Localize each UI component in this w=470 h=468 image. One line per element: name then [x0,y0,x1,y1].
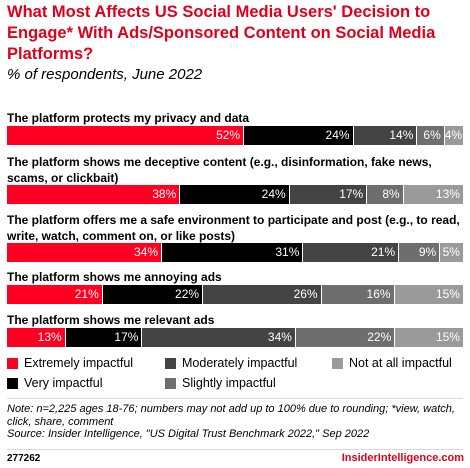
category-label: The platform shows me annoying ads [7,270,222,284]
bar-segment: 15% [394,285,463,304]
category-label: The platform offers me a safe environmen… [7,213,460,243]
category-label: The platform shows me deceptive content … [7,155,432,185]
chart-title: What Most Affects US Social Media Users'… [7,3,436,63]
legend-swatch [7,377,18,389]
bar-segment: 38% [7,185,181,204]
legend-swatch [165,377,176,389]
legend-item: Moderately impactful [165,356,297,370]
brand-logo-text: InsiderIntelligence.com [341,452,464,464]
chart-legend: Extremely impactful Moderately impactful N… [7,356,467,396]
legend-label: Not at all impactful [349,356,452,370]
bar-segment: 24% [180,185,290,204]
note-text: Note: n=2,225 ages 18-76; numbers may no… [7,403,455,428]
legend-label: Slightly impactful [182,376,276,390]
bar-row: 52% 24% 14% 6% 4% [7,126,463,145]
bar-segment: 17% [289,185,368,204]
chart-subtitle: % of respondents, June 2022 [7,66,203,83]
bar-segment: 9% [399,243,441,262]
bar-row: 34% 31% 21% 9% 5% [7,243,463,262]
legend-swatch [332,357,343,369]
bar-segment: 8% [367,185,404,204]
bar-segment: 34% [7,243,163,262]
bar-segment: 26% [203,285,322,304]
legend-label: Very impactful [24,376,103,390]
bar-segment: 21% [7,285,103,304]
legend-label: Extremely impactful [24,356,134,370]
bar-segment: 31% [162,243,304,262]
legend-item: Very impactful [7,376,103,390]
bar-segment: 13% [7,328,66,347]
bar-row: 38% 24% 17% 8% 13% [7,185,463,204]
legend-item: Slightly impactful [165,376,276,390]
bar-segment: 52% [7,126,245,145]
bar-segment: 13% [403,185,463,204]
bar-row: 13% 17% 34% 22% 15% [7,328,463,347]
bar-segment: 6% [417,126,445,145]
category-label: The platform shows me relevant ads [7,313,215,327]
chart-note: Note: n=2,225 ages 18-76; numbers may no… [7,403,463,441]
legend-swatch [165,357,176,369]
legend-item: Extremely impactful [7,356,133,370]
footer-divider [7,449,463,450]
bar-segment: 24% [244,126,354,145]
chart-id: 277262 [7,453,41,464]
bar-segment: 5% [440,243,463,262]
legend-item: Not at all impactful [332,356,452,370]
category-label: The platform protects my privacy and dat… [7,111,250,125]
bar-segment: 34% [142,328,296,347]
legend-label: Moderately impactful [182,356,298,370]
bar-row: 21% 22% 26% 16% 15% [7,285,463,304]
bar-segment: 16% [321,285,395,304]
bar-segment: 22% [295,328,396,347]
bar-segment: 15% [395,328,463,347]
bar-segment: 17% [65,328,143,347]
source-text: Source: Insider Intelligence, "US Digita… [7,428,370,440]
bar-segment: 21% [303,243,400,262]
bar-segment: 14% [353,126,418,145]
note-divider [7,398,463,399]
legend-swatch [7,357,18,369]
bar-segment: 4% [444,126,463,145]
bar-segment: 22% [102,285,204,304]
